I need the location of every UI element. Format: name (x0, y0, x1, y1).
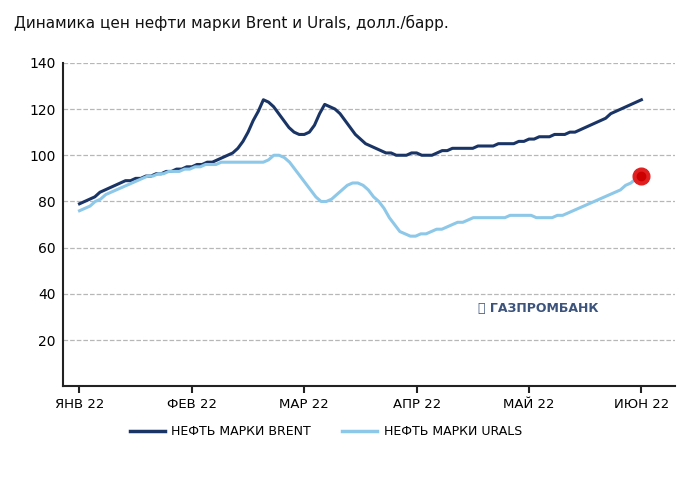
Text: Ⓟ ГАЗПРОМБАНК: Ⓟ ГАЗПРОМБАНК (478, 302, 599, 315)
Legend: НЕФТЬ МАРКИ BRENT, НЕФТЬ МАРКИ URALS: НЕФТЬ МАРКИ BRENT, НЕФТЬ МАРКИ URALS (125, 420, 527, 443)
Text: Динамика цен нефти марки Brent и Urals, долл./барр.: Динамика цен нефти марки Brent и Urals, … (14, 14, 449, 30)
